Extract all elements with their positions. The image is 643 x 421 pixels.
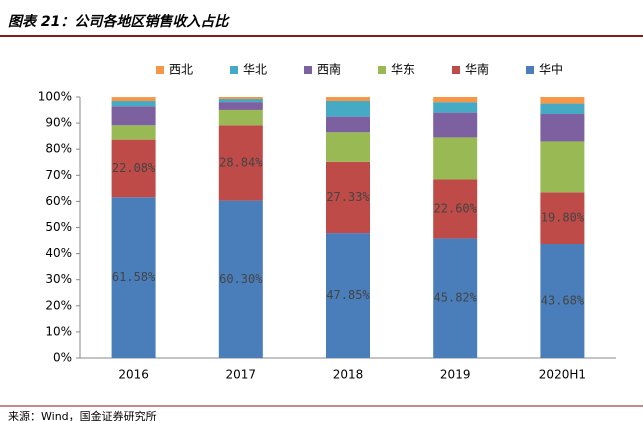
legend-label: 华北 bbox=[243, 63, 267, 77]
value-label: 45.82% bbox=[434, 291, 478, 305]
legend-swatch bbox=[156, 66, 164, 74]
bar-segment bbox=[218, 97, 263, 99]
legend-swatch bbox=[378, 66, 386, 74]
y-tick-label: 20% bbox=[45, 298, 72, 312]
legend-label: 华中 bbox=[539, 62, 563, 77]
bar-segment bbox=[433, 112, 478, 138]
bar-segment bbox=[326, 233, 370, 358]
value-label: 22.60% bbox=[434, 201, 478, 215]
bar-segment bbox=[433, 97, 478, 103]
y-tick-label: 90% bbox=[45, 116, 72, 130]
bar-segment bbox=[218, 109, 263, 126]
x-tick-label: 2020H1 bbox=[539, 368, 586, 382]
y-tick-label: 80% bbox=[45, 142, 72, 156]
bar-segment bbox=[540, 103, 585, 115]
y-tick-label: 70% bbox=[45, 168, 72, 182]
bar-segment bbox=[540, 97, 585, 104]
x-tick-label: 2019 bbox=[440, 368, 471, 382]
bar-segment bbox=[433, 137, 478, 180]
bar-segment bbox=[326, 100, 370, 117]
bar-segment bbox=[111, 101, 156, 107]
x-tick-label: 2017 bbox=[226, 368, 257, 382]
bar-segment bbox=[111, 97, 156, 102]
x-tick-label: 2018 bbox=[333, 368, 364, 382]
bar-segment bbox=[326, 161, 370, 234]
y-tick-label: 10% bbox=[45, 324, 72, 338]
bar-segment bbox=[540, 114, 585, 142]
value-label: 22.08% bbox=[112, 161, 156, 175]
bar-segment bbox=[433, 102, 478, 113]
y-tick-label: 40% bbox=[45, 246, 72, 260]
bar-segment bbox=[218, 200, 263, 358]
legend-swatch bbox=[526, 66, 534, 74]
bar-segment bbox=[218, 102, 263, 110]
bar-segment bbox=[218, 125, 263, 201]
chart-title: 图表 21：公司各地区销售收入占比 bbox=[8, 13, 230, 30]
value-label: 28.84% bbox=[219, 155, 263, 169]
value-label: 27.33% bbox=[326, 190, 370, 204]
value-label: 19.80% bbox=[541, 211, 585, 225]
bar-segment bbox=[326, 132, 370, 162]
bar-segment bbox=[540, 141, 585, 193]
value-label: 47.85% bbox=[326, 288, 370, 302]
y-tick-label: 50% bbox=[45, 220, 72, 234]
y-tick-label: 30% bbox=[45, 272, 72, 286]
value-label: 61.58% bbox=[112, 270, 156, 284]
bar-segment bbox=[111, 197, 156, 358]
legend-swatch bbox=[452, 66, 460, 74]
value-label: 60.30% bbox=[219, 272, 263, 286]
y-tick-label: 100% bbox=[38, 90, 72, 104]
bar-segment bbox=[433, 179, 478, 239]
bar-segment bbox=[433, 238, 478, 358]
y-tick-label: 60% bbox=[45, 194, 72, 208]
y-tick-label: 0% bbox=[53, 351, 72, 365]
legend-swatch bbox=[230, 66, 238, 74]
bar-segment bbox=[111, 125, 156, 140]
bar-segment bbox=[111, 106, 156, 126]
legend-label: 西南 bbox=[317, 62, 341, 77]
bar-segment bbox=[326, 97, 370, 101]
legend-label: 华东 bbox=[391, 63, 415, 77]
value-label: 43.68% bbox=[541, 293, 585, 307]
bar-segment bbox=[326, 116, 370, 133]
source: 来源：Wind，国金证券研究所 bbox=[8, 409, 157, 421]
bar-segment bbox=[218, 98, 263, 103]
bar-segment bbox=[111, 139, 156, 198]
bar-segment bbox=[540, 243, 585, 358]
legend-label: 西北 bbox=[169, 63, 193, 77]
bar-segment bbox=[540, 192, 585, 244]
x-tick-label: 2016 bbox=[118, 368, 149, 382]
legend-label: 华南 bbox=[465, 62, 489, 77]
legend-swatch bbox=[304, 66, 312, 74]
